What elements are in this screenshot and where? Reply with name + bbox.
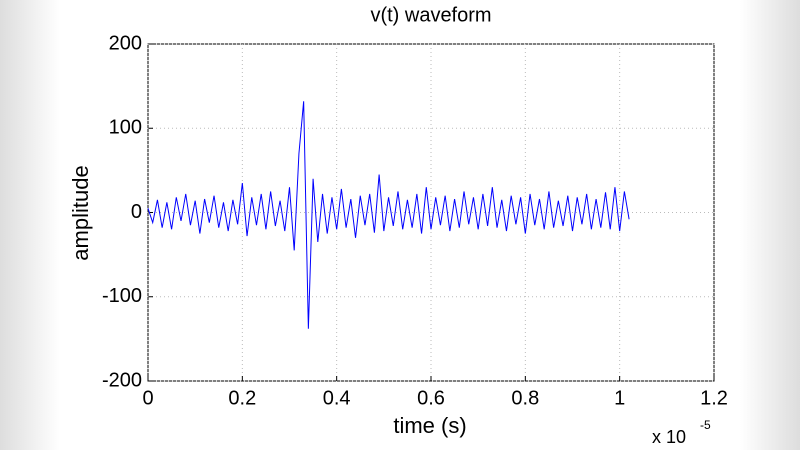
x-tick-label: 0.6 <box>417 387 445 409</box>
x-multiplier-exponent: -5 <box>700 418 711 432</box>
chart-title: v(t) waveform <box>370 4 491 26</box>
side-shade <box>740 0 800 450</box>
y-axis-label: amplitude <box>68 165 93 260</box>
y-tick-label: 200 <box>109 32 142 54</box>
y-tick-label: -100 <box>102 285 142 307</box>
x-tick-label: 1.2 <box>700 387 728 409</box>
y-tick-label: -200 <box>102 369 142 391</box>
waveform-line <box>147 101 630 329</box>
x-tick-label: 0.4 <box>323 387 351 409</box>
x-tick-label: 0.2 <box>228 387 256 409</box>
y-tick-label: 0 <box>131 201 142 223</box>
x-tick-label: 1 <box>614 387 625 409</box>
x-multiplier: x 10 <box>652 427 686 447</box>
side-shade <box>0 0 60 450</box>
y-tick-label: 100 <box>109 117 142 139</box>
x-axis-label: time (s) <box>393 413 466 438</box>
x-tick-label: 0 <box>142 387 153 409</box>
x-tick-label: 0.8 <box>511 387 539 409</box>
